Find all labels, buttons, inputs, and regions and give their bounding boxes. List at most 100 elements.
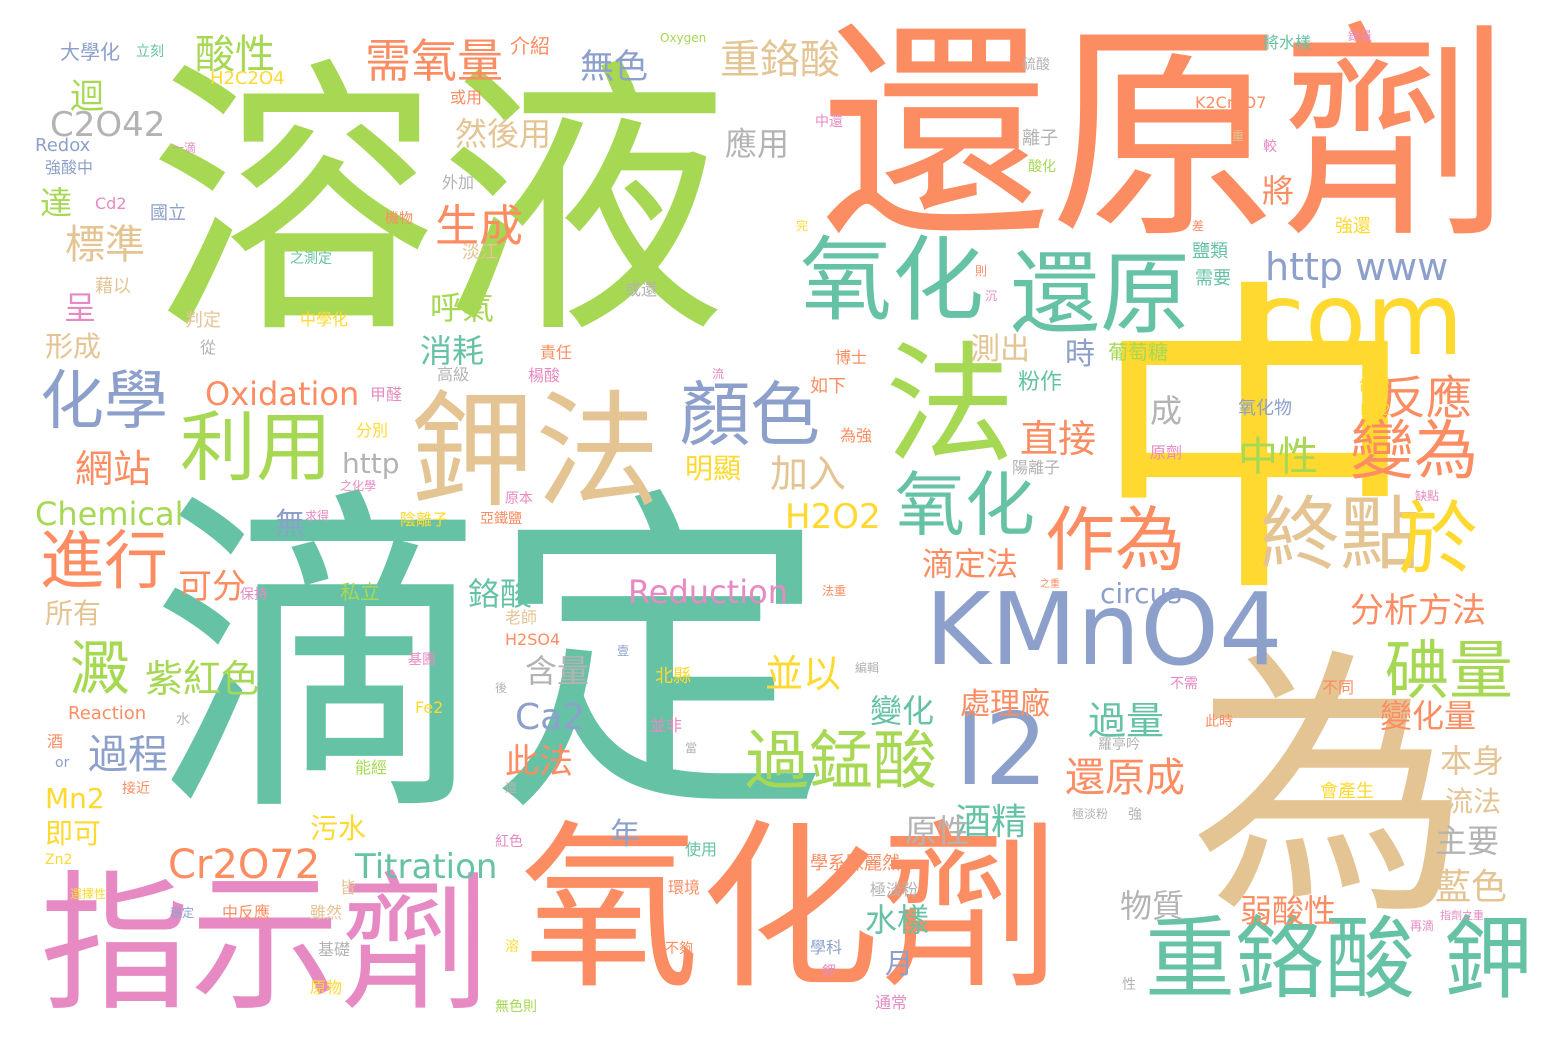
word: 極淡粉 xyxy=(870,880,919,899)
word: 碘量 xyxy=(1385,635,1513,709)
word: 機物 xyxy=(385,211,413,227)
word: 此法 xyxy=(505,742,573,782)
word: 變化量 xyxy=(1380,697,1477,735)
word: 沉 xyxy=(985,289,998,303)
word: 國立 xyxy=(150,203,186,224)
word: 保持 xyxy=(240,587,268,603)
word: Fe2 xyxy=(415,698,444,717)
word: 紅色 xyxy=(495,834,523,850)
word: 並非 xyxy=(650,716,683,735)
word: 需要 xyxy=(1195,268,1231,289)
word: Oxidation xyxy=(205,375,360,413)
word: 台灣 xyxy=(1358,375,1391,394)
word: 物質 xyxy=(1120,887,1185,925)
word: 並以 xyxy=(765,652,842,696)
word: 穩定 xyxy=(170,906,195,920)
word: Oxygen xyxy=(660,31,707,45)
word: 水樣 xyxy=(865,901,930,939)
word: Reduction xyxy=(628,573,788,611)
word: 極淡粉 xyxy=(1072,807,1109,821)
word: 陰離子 xyxy=(400,510,449,529)
word: 即可 xyxy=(45,817,102,850)
word: 加入 xyxy=(770,452,847,496)
word: 原劑 xyxy=(1150,443,1183,462)
word: 指示劑 xyxy=(40,858,491,1032)
word: 性 xyxy=(1122,977,1136,993)
word: 硫酸 xyxy=(1022,57,1050,73)
word: 網站 xyxy=(75,447,152,491)
word: 離子 xyxy=(1022,128,1058,149)
word: 達 xyxy=(40,184,73,222)
word: 污水 xyxy=(310,812,367,845)
word: 老師 xyxy=(505,608,538,627)
word: 流 xyxy=(712,367,725,381)
word: 將水樣 xyxy=(1263,33,1312,52)
word: 使用 xyxy=(685,840,718,859)
word: 之重 xyxy=(1040,579,1060,590)
word: 中性 xyxy=(1238,434,1318,480)
word: 學系陳麗然 xyxy=(810,853,900,874)
word: 或用 xyxy=(450,88,483,107)
word: 學科 xyxy=(810,938,843,957)
word: 變化 xyxy=(870,692,935,730)
word: circus xyxy=(1100,577,1182,610)
word: 作為 xyxy=(1045,499,1185,581)
word: Cr2O72 xyxy=(168,842,321,888)
word: 或還 xyxy=(625,280,658,299)
word: 流法 xyxy=(1445,785,1502,818)
word: 成 xyxy=(1150,392,1183,430)
word: 不需 xyxy=(1170,676,1198,692)
word: 過量 xyxy=(1088,699,1165,743)
word: 酸化 xyxy=(1028,159,1056,175)
word: 主要 xyxy=(1435,822,1500,860)
word: 藍色 xyxy=(1435,867,1508,908)
word: 重 xyxy=(1232,129,1245,143)
word: 私立 xyxy=(340,580,380,604)
word: 通常 xyxy=(875,993,908,1012)
word: 氧化物 xyxy=(1238,398,1292,419)
word: 較 xyxy=(1263,139,1277,155)
word: 氧化劑 xyxy=(520,805,1061,1014)
word: 介紹 xyxy=(510,34,550,58)
word: 滴定 xyxy=(150,462,830,858)
word: 還原成 xyxy=(1065,755,1185,801)
word: 重鉻酸 xyxy=(720,37,840,83)
word: KMnO4 xyxy=(925,571,1283,688)
word: 不夠 xyxy=(665,941,693,957)
word: 再滴 xyxy=(1410,919,1435,933)
word: 過錳酸 xyxy=(745,725,937,799)
word: 外加 xyxy=(442,173,475,192)
word: 羅亭吟 xyxy=(1098,737,1140,753)
word: 還原 xyxy=(1010,242,1190,347)
word: 時 xyxy=(1065,337,1095,372)
word: 原物 xyxy=(310,978,343,997)
word: 含量 xyxy=(525,652,590,690)
word: 將 xyxy=(1262,172,1295,210)
word: 消耗 xyxy=(420,332,485,370)
word: 形成 xyxy=(45,330,102,363)
word: 為 xyxy=(1190,627,1470,953)
word: C2O42 xyxy=(50,105,166,145)
word: 直接 xyxy=(1020,417,1097,461)
word: 測出 xyxy=(970,332,1030,367)
word: 雖然 xyxy=(310,903,343,922)
word: 之測定 xyxy=(290,251,332,267)
word: 中 xyxy=(1090,253,1420,637)
word: 重鉻酸 鉀 xyxy=(1145,907,1534,1012)
word: 完 xyxy=(796,219,809,233)
word: 差 xyxy=(1192,219,1205,233)
word: 氧化 xyxy=(800,227,985,334)
word: 後 xyxy=(495,681,508,695)
word: 酸性 xyxy=(195,32,275,78)
word: 還原劑 xyxy=(820,3,1511,270)
word: 分析方法 xyxy=(1350,591,1486,631)
word: 鉻酸 xyxy=(468,575,533,613)
word: Zn2 xyxy=(45,852,73,868)
word: 判定 xyxy=(185,310,221,331)
word: 缺點 xyxy=(1415,489,1440,503)
word: 呈 xyxy=(64,289,97,327)
word: 標準 xyxy=(65,222,145,268)
word: 本身 xyxy=(1440,742,1505,780)
word: 水 xyxy=(176,712,190,728)
